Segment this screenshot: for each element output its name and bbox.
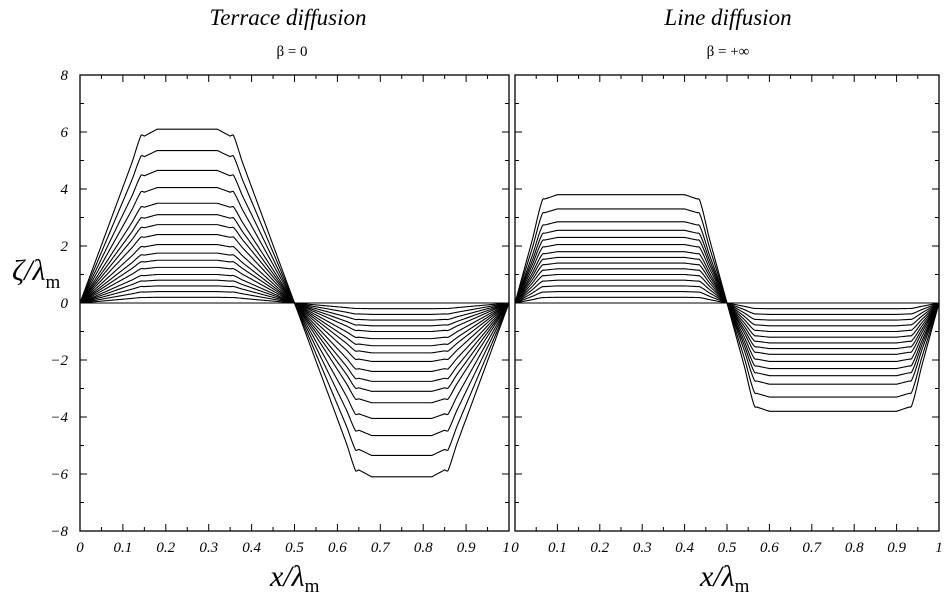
svg-text:x/λm: x/λm: [269, 560, 320, 595]
chart-subtitle: β = 0: [276, 44, 307, 60]
x-axis-label-text: x/λ: [269, 560, 305, 593]
curve-group: [514, 194, 940, 412]
x-tick-label: 0: [76, 540, 84, 556]
x-tick-label: 0.3: [199, 540, 218, 556]
y-tick-label: −4: [50, 410, 68, 426]
x-tick-label: 0.4: [675, 540, 694, 556]
x-tick-label: 0.8: [414, 540, 433, 556]
series-curve: [79, 128, 510, 478]
x-tick-label: 0.7: [802, 540, 822, 556]
chart-title: Line diffusion: [663, 5, 791, 30]
x-tick-label: 0.6: [328, 540, 347, 556]
y-axis-label-subscript: m: [45, 272, 60, 293]
x-tick-label: 0.1: [548, 540, 567, 556]
x-axis-label-text: x/λ: [699, 560, 735, 593]
x-axis-label-subscript: m: [735, 576, 750, 595]
y-tick-label: 2: [61, 239, 69, 255]
y-tick-label: 4: [61, 182, 69, 198]
x-tick-label: 1: [503, 540, 511, 556]
y-axis-label: ζ/λm: [12, 254, 60, 293]
x-tick-label: 0: [511, 540, 519, 556]
series-curve: [514, 194, 940, 412]
x-tick-label: 0.7: [371, 540, 391, 556]
x-tick-label: 1: [935, 540, 943, 556]
x-tick-label: 0.3: [633, 540, 652, 556]
x-tick-label: 0.5: [718, 540, 737, 556]
x-tick-label: 0.2: [156, 540, 175, 556]
x-tick-label: 0.1: [114, 540, 133, 556]
tick-group: 0 0.1 0.2 0.3 0.4 0.5 0.6 0.7 0.8 0.9 8 6 4 2 0 −2 −4 −6 −…: [50, 68, 510, 556]
y-axis-label-text: ζ/λ: [12, 254, 45, 287]
chart-title: Terrace diffusion: [210, 5, 367, 30]
x-tick-label: 0.6: [760, 540, 779, 556]
terrace-diffusion-panel: Terrace diffusion β = 0 0 0.1 0.2 0.3 0.4 0.5…: [12, 5, 510, 595]
x-tick-label: 0.8: [845, 540, 864, 556]
x-axis-label-subscript: m: [305, 576, 320, 595]
svg-text:x/λm: x/λm: [699, 560, 750, 595]
x-tick-label: 0.4: [242, 540, 261, 556]
x-axis-label: x/λm: [269, 560, 320, 595]
x-tick-label: 0.2: [590, 540, 609, 556]
y-tick-label: 6: [61, 125, 69, 141]
y-tick-label: 8: [61, 68, 69, 84]
svg-text:ζ/λm: ζ/λm: [12, 254, 60, 293]
x-tick-label: 0.5: [285, 540, 304, 556]
line-diffusion-panel: Line diffusion β = +∞ 0 0.1 0.2 0.3 0.4 0.5 0.…: [503, 5, 943, 595]
y-tick-label: −8: [50, 524, 68, 540]
x-tick-label: 0.9: [457, 540, 476, 556]
y-tick-label: 0: [61, 296, 69, 312]
x-tick-label: 0.9: [887, 540, 906, 556]
y-tick-label: −2: [50, 353, 68, 369]
chart-subtitle: β = +∞: [707, 44, 750, 60]
x-axis-label: x/λm: [699, 560, 750, 595]
tick-group: 0 0.1 0.2 0.3 0.4 0.5 0.6 0.7 0.8 0.9 1 1: [503, 74, 943, 556]
curve-group: [79, 128, 510, 478]
y-tick-label: −6: [50, 467, 68, 483]
